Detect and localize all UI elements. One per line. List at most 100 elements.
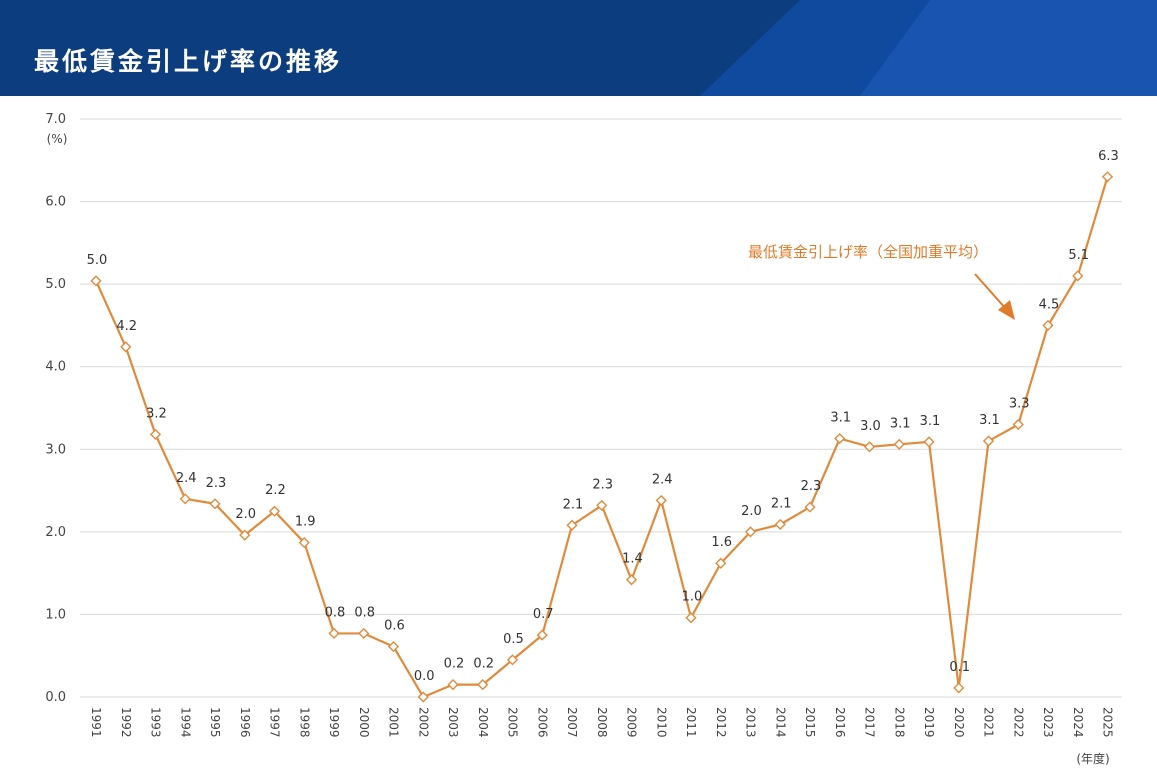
x-tick-label: 1991 <box>89 707 103 738</box>
data-point <box>477 679 489 691</box>
data-label: 0.2 <box>444 657 465 672</box>
x-axis-ticks: 1991 1992 1993 1994 1995 1996 1997 1998 1999 2000… <box>89 707 1115 738</box>
data-label: 3.1 <box>830 411 851 426</box>
page-title: 最低賃金引上げ率の推移 <box>34 47 343 76</box>
data-label: 0.5 <box>503 632 524 647</box>
header-banner: 最低賃金引上げ率の推移 <box>0 0 1157 96</box>
x-axis-unit: (年度) <box>1076 751 1109 766</box>
data-label: 1.0 <box>682 590 703 605</box>
data-label: 3.0 <box>860 419 881 434</box>
data-label: 3.3 <box>1009 397 1030 412</box>
data-point <box>90 275 102 287</box>
data-point <box>834 432 846 445</box>
x-tick-label: 2014 <box>773 707 787 738</box>
data-label: 1.6 <box>711 535 732 550</box>
data-point <box>387 641 400 653</box>
x-tick-label: 2021 <box>982 707 996 738</box>
data-label: 5.0 <box>87 253 108 268</box>
x-tick-label: 2007 <box>565 707 579 738</box>
data-label: 3.1 <box>920 414 941 429</box>
x-tick-label: 1996 <box>238 707 252 738</box>
grid-lines <box>80 118 1122 698</box>
data-label: 0.1 <box>949 660 970 675</box>
y-tick-label: 2.0 <box>45 525 66 540</box>
data-label: 3.1 <box>979 413 1000 428</box>
data-point <box>744 526 757 538</box>
data-point <box>536 629 548 641</box>
data-label: 0.6 <box>384 619 405 634</box>
data-point <box>447 679 459 691</box>
data-point <box>566 519 578 531</box>
y-tick-label: 6.0 <box>45 195 66 210</box>
data-point <box>1042 319 1054 332</box>
x-tick-label: 2015 <box>803 707 817 738</box>
data-point <box>417 691 429 703</box>
data-point <box>982 435 995 447</box>
data-label: 4.2 <box>116 319 137 334</box>
data-point <box>506 654 519 666</box>
data-label: 2.0 <box>741 504 762 519</box>
data-label: 1.4 <box>622 552 643 567</box>
data-label: 5.1 <box>1068 248 1089 263</box>
x-tick-label: 2003 <box>446 707 460 738</box>
data-label: 4.5 <box>1039 297 1060 312</box>
data-label: 2.3 <box>206 476 227 491</box>
x-tick-label: 2017 <box>863 707 877 738</box>
data-point <box>685 612 697 624</box>
x-tick-label: 2023 <box>1041 707 1055 738</box>
x-tick-label: 2001 <box>387 707 401 738</box>
x-tick-label: 2012 <box>714 707 728 738</box>
x-tick-label: 1995 <box>208 707 222 738</box>
x-tick-label: 1993 <box>149 707 163 738</box>
data-point <box>655 494 667 507</box>
data-label: 2.3 <box>801 479 822 494</box>
data-point <box>358 627 370 640</box>
data-label: 2.2 <box>265 483 286 498</box>
data-point <box>298 537 310 549</box>
data-point <box>893 438 905 450</box>
x-tick-label: 2019 <box>922 707 936 738</box>
x-tick-label: 2011 <box>684 707 698 738</box>
annotation-arrow <box>974 273 1015 320</box>
data-point <box>953 682 965 694</box>
data-point <box>268 505 281 517</box>
data-point <box>120 341 132 353</box>
x-tick-label: 2016 <box>833 707 847 738</box>
x-tick-label: 2024 <box>1071 707 1085 738</box>
data-label: 0.7 <box>533 607 554 622</box>
data-point <box>209 498 221 510</box>
x-tick-label: 2025 <box>1101 707 1115 738</box>
data-labels: 5.0 4.2 3.2 2.4 2.3 2.0 2.2 1.9 0.8 0.8 0.6 0.0 0.2 0… <box>87 149 1119 684</box>
x-tick-label: 1998 <box>297 707 311 738</box>
data-label: 3.1 <box>890 416 911 431</box>
data-label: 0.8 <box>354 605 375 620</box>
data-label: 6.3 <box>1098 149 1119 164</box>
data-point <box>715 557 727 569</box>
x-tick-label: 2006 <box>535 707 549 738</box>
y-tick-label: 1.0 <box>45 607 66 622</box>
data-label: 2.4 <box>176 471 197 486</box>
header-decoration <box>0 0 1157 96</box>
series-annotation: 最低賃金引上げ率（全国加重平均） <box>748 243 988 261</box>
data-label: 2.4 <box>652 472 673 487</box>
data-label: 0.8 <box>325 605 346 620</box>
x-tick-label: 2013 <box>744 707 758 738</box>
x-tick-label: 1992 <box>119 707 133 738</box>
data-label: 2.1 <box>563 497 584 512</box>
x-tick-label: 2020 <box>952 707 966 738</box>
y-axis-unit: (%) <box>47 132 68 146</box>
y-tick-label: 3.0 <box>45 442 66 457</box>
data-point <box>239 529 251 541</box>
data-markers <box>90 171 1114 703</box>
x-tick-label: 2022 <box>1011 707 1025 738</box>
data-label: 2.3 <box>592 477 613 492</box>
data-point <box>863 441 876 453</box>
data-point <box>923 436 935 448</box>
data-label: 2.1 <box>771 496 792 511</box>
data-point <box>625 574 638 586</box>
x-tick-label: 2018 <box>892 707 906 738</box>
data-point <box>149 428 162 441</box>
y-axis-ticks: 0.0 1.0 2.0 3.0 4.0 5.0 6.0 7.0 <box>45 112 66 705</box>
x-tick-label: 1999 <box>327 707 341 738</box>
data-point <box>1072 270 1084 282</box>
